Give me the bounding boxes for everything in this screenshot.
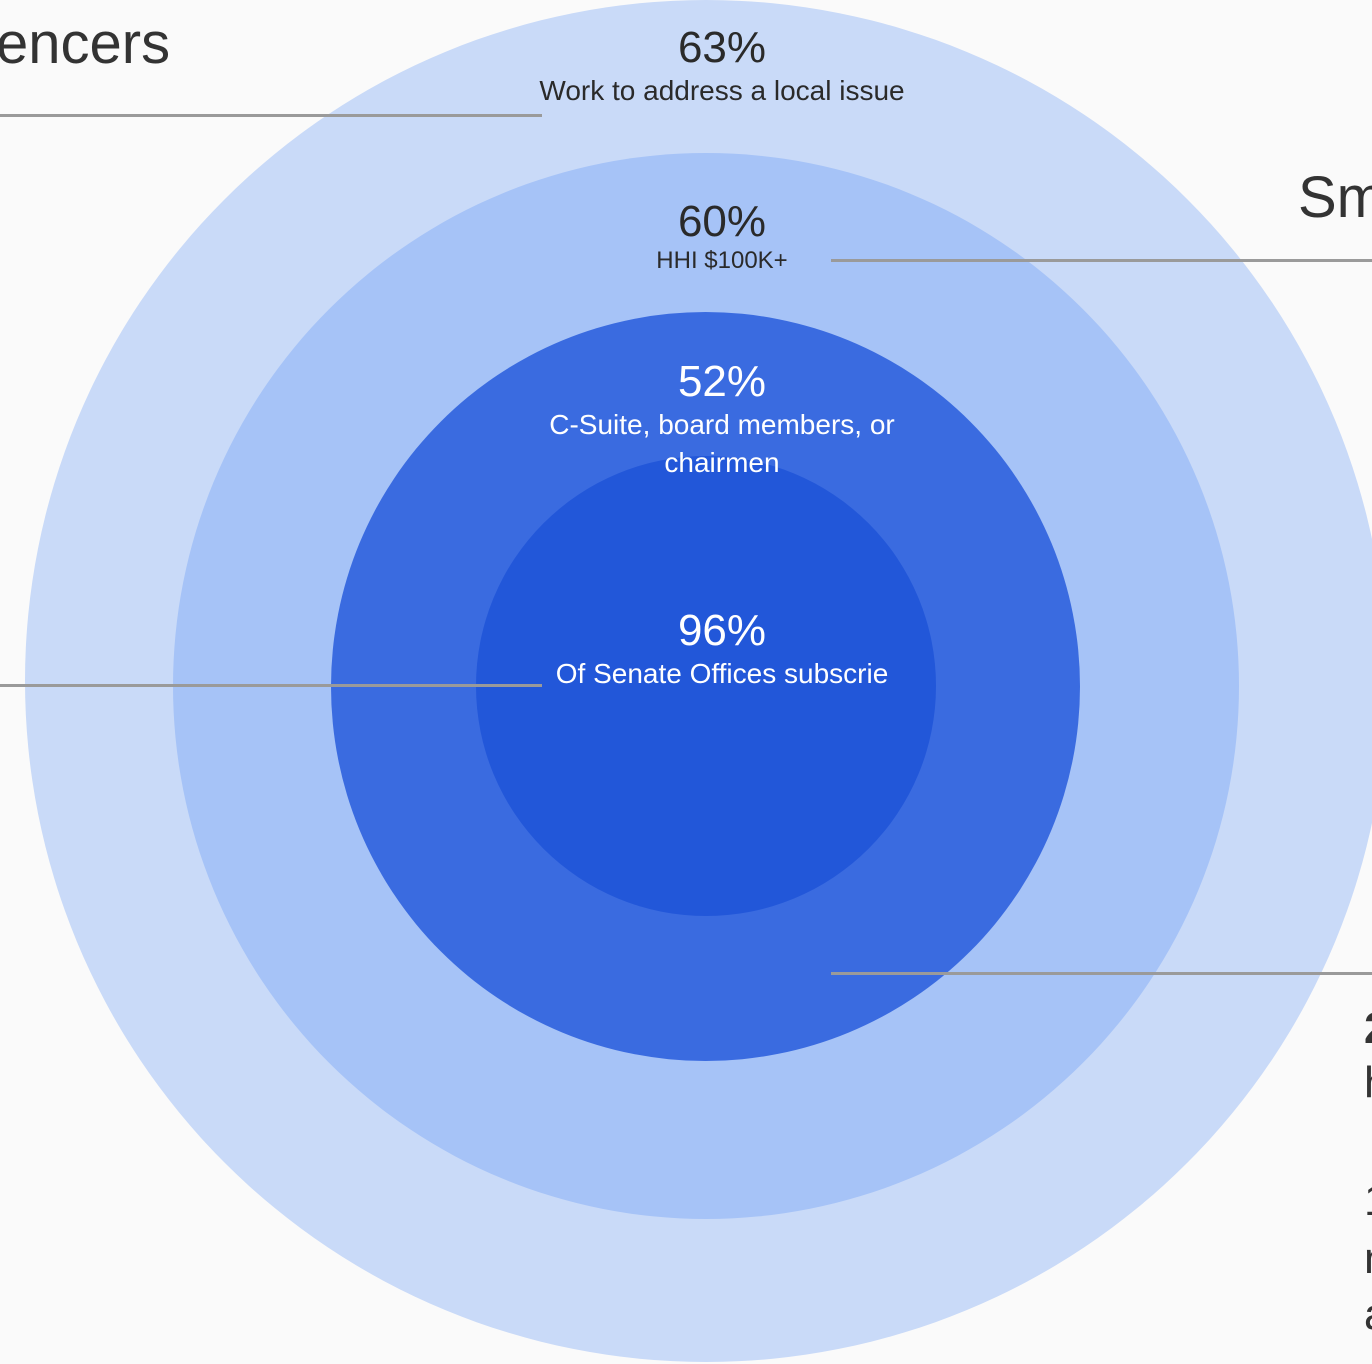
leader-line-mid-left bbox=[0, 684, 542, 687]
right-text-fragment: 2 bbox=[1364, 1000, 1372, 1058]
stat-outer-ring: 63% Work to address a local issue bbox=[522, 24, 922, 110]
outer-description: Work to address a local issue bbox=[539, 75, 905, 106]
stat-second-ring: 60% HHI $100K+ bbox=[522, 198, 922, 276]
right-text-fragment: n bbox=[1364, 1230, 1372, 1288]
heading-right: Sm bbox=[1298, 165, 1372, 230]
second-percent: 60% bbox=[677, 197, 767, 246]
second-description: HHI $100K+ bbox=[656, 247, 788, 274]
core-percent: 96% bbox=[677, 606, 767, 655]
leader-line-top-left bbox=[0, 114, 542, 117]
third-percent: 52% bbox=[677, 357, 767, 406]
core-description: Of Senate Offices subscrie bbox=[555, 658, 889, 689]
right-text-fragment: h bbox=[1364, 1054, 1372, 1112]
outer-percent: 63% bbox=[677, 23, 767, 72]
right-text-fragment: a bbox=[1364, 1286, 1372, 1344]
stat-core-ring: 96% Of Senate Offices subscrie bbox=[522, 607, 922, 693]
leader-line-top-right bbox=[831, 259, 1372, 262]
third-description: C-Suite, board members, or chairmen bbox=[549, 409, 895, 478]
stat-third-ring: 52% C-Suite, board members, or chairmen bbox=[522, 358, 922, 482]
right-text-fragment: 1 bbox=[1364, 1172, 1372, 1230]
core-ring bbox=[476, 456, 936, 916]
leader-line-low-right bbox=[831, 972, 1372, 975]
heading-left: encers bbox=[0, 11, 171, 76]
